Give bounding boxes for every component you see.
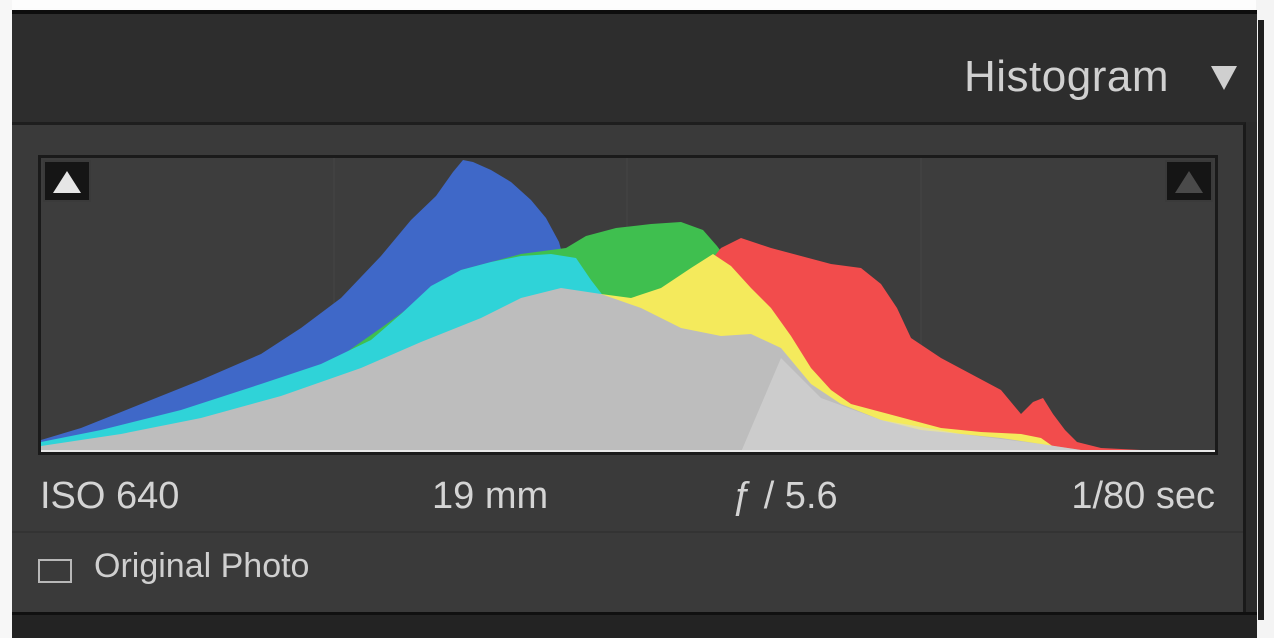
panel-header[interactable]: Histogram <box>12 14 1257 122</box>
original-photo-row[interactable]: Original Photo <box>12 533 1243 613</box>
histogram-graph[interactable] <box>38 155 1218 455</box>
shadow-clipping-button[interactable] <box>43 160 91 202</box>
highlight-clipping-button[interactable] <box>1165 160 1213 202</box>
original-photo-checkbox[interactable] <box>38 559 72 583</box>
histogram-panel: Histogram <box>12 10 1257 638</box>
next-panel-edge <box>12 612 1257 638</box>
aperture-value: ƒ / 5.6 <box>732 475 838 517</box>
triangle-up-icon <box>53 171 81 193</box>
triangle-down-icon[interactable] <box>1211 66 1237 90</box>
histogram-luminance <box>41 288 1215 452</box>
histogram-plot <box>41 158 1215 452</box>
divider <box>12 531 1243 533</box>
focal-length-value: 19 mm <box>432 475 549 517</box>
top-edge <box>0 0 1274 8</box>
iso-value: ISO 640 <box>40 475 180 517</box>
exif-info-row: ISO 640 19 mm ƒ / 5.6 1/80 sec <box>12 455 1243 531</box>
original-photo-label[interactable]: Original Photo <box>94 547 310 585</box>
scrollbar-track[interactable] <box>1258 20 1264 620</box>
histogram-body: ISO 640 19 mm ƒ / 5.6 1/80 sec Original … <box>12 122 1246 612</box>
histogram-highlight-gradient <box>741 358 1215 452</box>
triangle-up-icon <box>1175 171 1203 193</box>
left-edge <box>0 0 12 638</box>
shutter-speed-value: 1/80 sec <box>1071 475 1215 517</box>
panel-title: Histogram <box>964 52 1169 101</box>
